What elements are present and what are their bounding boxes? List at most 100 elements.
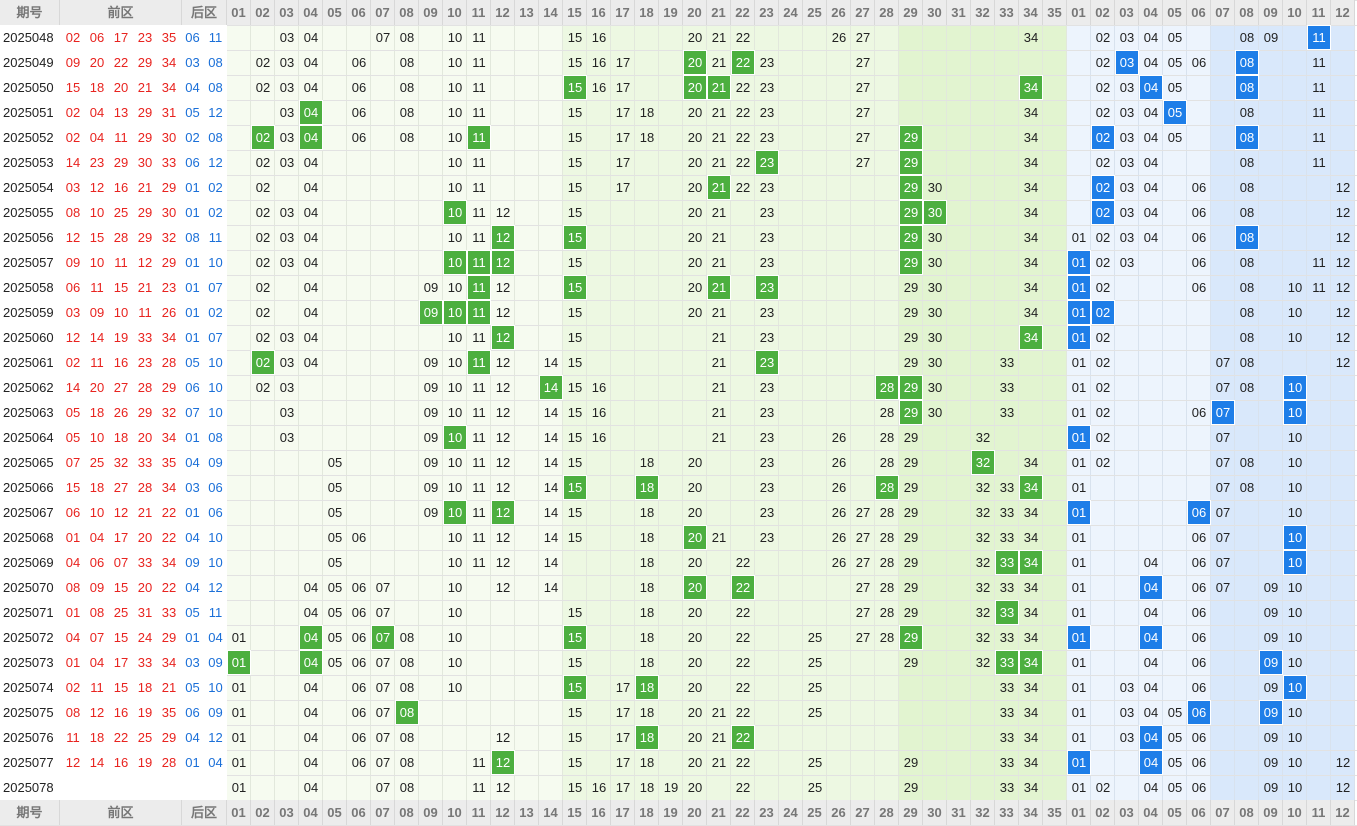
front-trend-number: 34 bbox=[1023, 605, 1039, 620]
issue: 2025052 bbox=[0, 125, 60, 150]
front-trend-number: 33 bbox=[995, 650, 1019, 675]
front-trend-number: 29 bbox=[899, 125, 923, 150]
issue: 2025060 bbox=[0, 325, 60, 350]
front-trend-number: 07 bbox=[375, 580, 391, 595]
front-number: 04 bbox=[65, 555, 81, 570]
front-trend-number: 10 bbox=[447, 30, 463, 45]
front-trend-number: 02 bbox=[255, 330, 271, 345]
front-trend-number: 26 bbox=[831, 430, 847, 445]
front-trend-number: 25 bbox=[807, 655, 823, 670]
header-number: 04 bbox=[1139, 0, 1163, 25]
back-trend-number: 11 bbox=[1312, 105, 1326, 120]
front-trend-number: 18 bbox=[639, 655, 655, 670]
row-line bbox=[0, 125, 1357, 126]
back-trend-number: 11 bbox=[1312, 55, 1326, 70]
back-trend-number: 03 bbox=[1119, 255, 1135, 270]
front-number: 30 bbox=[137, 155, 153, 170]
front-trend-number: 04 bbox=[303, 55, 319, 70]
row-line bbox=[0, 350, 1357, 351]
front-number: 28 bbox=[137, 480, 153, 495]
header-number: 23 bbox=[755, 800, 779, 825]
front-number: 10 bbox=[89, 255, 105, 270]
front-trend-number: 23 bbox=[759, 205, 775, 220]
front-trend-number: 29 bbox=[903, 430, 919, 445]
row-line bbox=[0, 300, 1357, 301]
back-number: 05 bbox=[185, 680, 200, 695]
back-trend-number: 01 bbox=[1071, 705, 1087, 720]
front-bg bbox=[60, 350, 227, 375]
front-trend-number: 11 bbox=[467, 250, 491, 275]
back-trend-number: 06 bbox=[1191, 780, 1207, 795]
issue: 2025062 bbox=[0, 375, 60, 400]
front-trend-number: 17 bbox=[615, 105, 631, 120]
front-trend-number: 26 bbox=[831, 505, 847, 520]
front-trend-number: 11 bbox=[467, 275, 491, 300]
front-trend-number: 20 bbox=[687, 605, 703, 620]
front-number: 02 bbox=[65, 30, 81, 45]
back-trend-number: 05 bbox=[1167, 780, 1183, 795]
header-number: 09 bbox=[1259, 800, 1283, 825]
back-number: 01 bbox=[185, 180, 200, 195]
header-number: 01 bbox=[1067, 0, 1091, 25]
front-trend-number: 04 bbox=[303, 305, 319, 320]
back-trend-number: 01 bbox=[1071, 480, 1087, 495]
header-front: 前区 bbox=[60, 800, 182, 825]
issue: 2025076 bbox=[0, 725, 60, 750]
header-number: 12 bbox=[1331, 800, 1355, 825]
header-number: 27 bbox=[851, 0, 875, 25]
back-trend-number: 04 bbox=[1143, 555, 1159, 570]
front-trend-number: 21 bbox=[707, 75, 731, 100]
front-trend-number: 08 bbox=[399, 105, 415, 120]
front-trend-number: 04 bbox=[303, 580, 319, 595]
back-number: 03 bbox=[185, 55, 200, 70]
front-trend-number: 33 bbox=[999, 730, 1015, 745]
row-line bbox=[0, 475, 1357, 476]
back-trend-number: 02 bbox=[1095, 155, 1111, 170]
back-trend-number: 10 bbox=[1287, 305, 1303, 320]
front-trend-number: 10 bbox=[447, 280, 463, 295]
back-trend-number: 08 bbox=[1239, 455, 1255, 470]
front-number: 11 bbox=[114, 130, 128, 145]
front-trend-number: 04 bbox=[303, 230, 319, 245]
back-trend-number: 05 bbox=[1167, 730, 1183, 745]
front-number: 22 bbox=[161, 580, 177, 595]
back-trend-number: 08 bbox=[1239, 180, 1255, 195]
front-number: 28 bbox=[161, 355, 177, 370]
front-trend-number: 14 bbox=[543, 480, 559, 495]
issue: 2025050 bbox=[0, 75, 60, 100]
front-number: 10 bbox=[89, 430, 105, 445]
front-trend-number: 08 bbox=[399, 730, 415, 745]
front-trend-number: 12 bbox=[495, 205, 511, 220]
front-trend-number: 10 bbox=[447, 405, 463, 420]
front-trend-number: 10 bbox=[443, 425, 467, 450]
front-trend-number: 26 bbox=[831, 555, 847, 570]
front-trend-number: 10 bbox=[447, 530, 463, 545]
header-number: 24 bbox=[779, 800, 803, 825]
front-trend-number: 17 bbox=[615, 130, 631, 145]
front-trend-number: 23 bbox=[759, 455, 775, 470]
front-trend-number: 07 bbox=[375, 780, 391, 795]
front-bg bbox=[60, 400, 227, 425]
row-line bbox=[0, 175, 1357, 176]
front-trend-number: 22 bbox=[735, 780, 751, 795]
front-trend-number: 03 bbox=[279, 205, 295, 220]
back-trend-number: 10 bbox=[1287, 280, 1303, 295]
back-trend-number: 04 bbox=[1143, 230, 1159, 245]
front-trend-number: 12 bbox=[495, 555, 511, 570]
header-number: 33 bbox=[995, 0, 1019, 25]
front-number: 12 bbox=[65, 755, 81, 770]
back-trend-number: 02 bbox=[1095, 780, 1111, 795]
front-trend-number: 23 bbox=[759, 55, 775, 70]
front-trend-number: 09 bbox=[423, 280, 439, 295]
front-trend-number: 21 bbox=[711, 30, 727, 45]
column-bg bbox=[755, 0, 779, 825]
front-number: 25 bbox=[113, 205, 129, 220]
front-number: 18 bbox=[89, 80, 105, 95]
front-trend-number: 17 bbox=[615, 680, 631, 695]
front-trend-number: 23 bbox=[759, 180, 775, 195]
front-trend-number: 29 bbox=[903, 480, 919, 495]
header-number: 12 bbox=[1331, 0, 1355, 25]
front-trend-number: 20 bbox=[687, 130, 703, 145]
back-trend-number: 01 bbox=[1071, 230, 1087, 245]
front-trend-number: 27 bbox=[855, 555, 871, 570]
